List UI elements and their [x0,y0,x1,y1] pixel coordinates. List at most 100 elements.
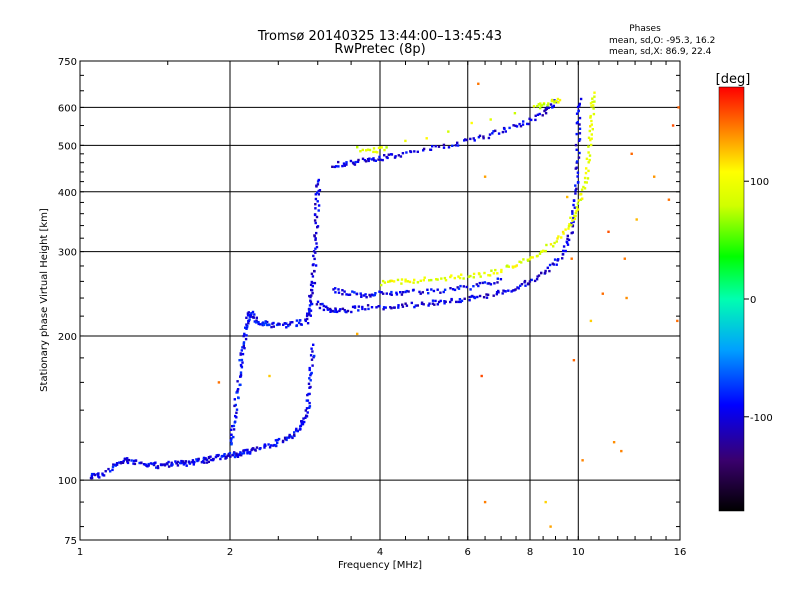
data-point [361,148,364,152]
data-point [212,457,215,461]
data-point [400,278,404,281]
data-point [588,154,592,157]
data-point [536,113,540,116]
data-point [472,276,475,279]
data-point [345,163,348,166]
data-point [511,289,515,292]
data-point [167,465,171,468]
data-point [531,256,534,259]
data-point [437,145,441,148]
data-point [473,296,477,300]
data-point [312,250,316,253]
data-point [313,354,316,358]
data-point [239,451,242,454]
data-point [242,334,245,338]
data-point [390,153,393,156]
data-point [191,461,194,464]
data-point [305,415,309,418]
data-point [533,279,537,283]
data-point [354,160,357,164]
data-point [514,288,517,291]
data-point [593,91,596,94]
data-point [207,456,211,460]
data-point [130,459,133,462]
data-point [310,302,314,306]
data-point [202,457,206,461]
data-point [551,106,554,109]
data-point [249,315,252,318]
data-point [237,396,240,400]
data-point [567,238,571,242]
data-point [589,116,592,119]
data-point [459,284,462,288]
data-point [578,132,582,135]
data-point [439,299,442,303]
data-point [242,452,246,455]
data-point [578,138,582,141]
data-point [263,443,267,446]
data-point [451,288,455,291]
data-point [574,192,577,195]
data-point [345,161,348,164]
data-point [223,453,226,456]
data-point [589,125,592,128]
data-point [413,150,416,153]
data-point [517,287,520,290]
data-point [456,286,459,289]
data-point [316,183,320,186]
data-point [404,290,407,294]
data-point [382,308,385,311]
data-point [309,283,313,286]
x-tick-label: 10 [572,547,585,558]
x-axis-label: Frequency [MHz] [338,560,422,571]
data-point [236,454,240,458]
data-point [676,319,679,323]
data-point [443,288,447,291]
data-point [496,272,499,275]
data-point [528,117,531,120]
data-point [593,95,596,98]
data-point [431,299,435,302]
data-point [311,350,314,353]
data-point [307,382,311,385]
data-point [565,240,568,243]
data-point [462,285,465,288]
data-point [341,164,344,168]
data-point [359,150,362,153]
data-point [382,292,385,295]
data-point [577,199,580,202]
data-point [430,288,433,291]
data-point [295,427,298,431]
axis-ticks: 1 2 4 6 8 10 16 75 100 200 300 400 500 600 750 [58,57,686,558]
data-point [245,327,248,330]
data-point [126,461,130,465]
colorbar-label: [deg] [716,72,751,87]
data-point [254,321,258,324]
data-point [239,375,242,378]
data-point [220,455,223,458]
data-point [572,203,575,207]
data-point [470,121,473,125]
data-point [585,157,589,160]
data-point [482,135,485,138]
data-point [170,461,173,464]
data-point [519,125,523,128]
data-point [309,300,313,304]
data-point [326,307,329,310]
data-point [526,122,529,126]
data-point [620,449,623,453]
data-point [296,429,299,433]
data-point [380,291,383,294]
data-point [235,411,238,414]
data-point [283,322,286,325]
data-point [488,282,491,285]
data-point [431,302,434,305]
data-point [553,241,556,245]
data-point [591,128,594,131]
stats-line-o: mean, sd,O: -95.3, 16.2 [609,36,715,46]
data-point [515,264,518,267]
data-point [245,334,248,337]
data-point [310,294,313,297]
data-point [630,152,633,155]
data-point [590,105,593,108]
